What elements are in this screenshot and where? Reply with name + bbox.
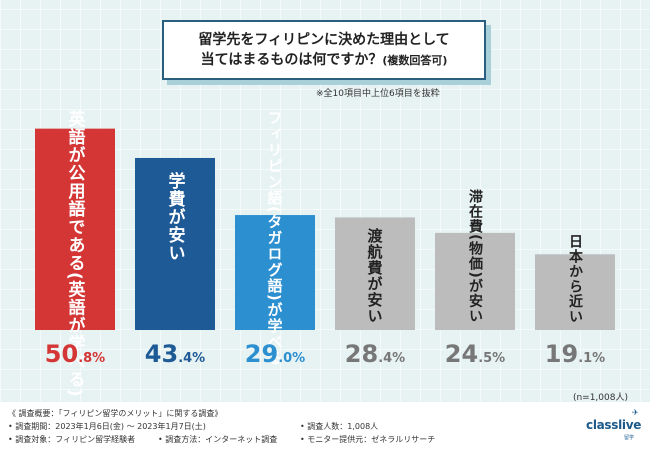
value-decimal: .4% [178,351,206,366]
bar-label-1: 英語が公用語である(英語が学べる) [64,110,85,398]
logo-text: classlive [586,418,642,432]
value-integer: 28 [344,340,379,368]
value-label-3: 29.0% [230,340,320,368]
question-title-box: 留学先をフィリピンに決めた理由として 当てはまるものは何ですか？(複数回答可) [162,20,486,80]
value-integer: 19 [544,340,579,368]
value-decimal: .1% [578,351,606,366]
title-line-1: 留学先をフィリピンに決めた理由として [198,31,450,48]
footer-period: • 調査期間：2023年1月6日(金) ～ 2023年1月7日(土) [8,422,206,431]
value-integer: 29 [244,340,279,368]
value-label-2: 43.4% [130,340,220,368]
brand-logo: ✈ classlive 留学 [586,408,642,441]
bar-5 [435,232,515,330]
survey-footer: 《 調査概要：「フィリピン留学のメリット」に関する調査》 • 調査期間：2023… [0,402,650,450]
title-suffix: (複数回答可) [382,53,448,67]
bar-label-4: 渡航費が安い [365,228,384,324]
airplane-icon: ✈ [632,408,639,417]
subset-note: ※全10項目中上位6項目を抜粋 [316,89,440,99]
footer-provider: • モニター提供元：ゼネラルリサーチ [300,435,436,444]
value-label-6: 19.1% [530,340,620,368]
value-decimal: .0% [278,351,306,366]
sample-size: (n=1,008人) [572,393,628,403]
value-label-5: 24.5% [430,340,520,368]
footer-method: • 調査方法：インターネット調査 [158,435,278,444]
value-integer: 43 [144,340,179,368]
title-line-2: 当てはまるものは何ですか？(複数回答可) [201,50,448,71]
value-label-1: 50.8% [30,340,120,368]
value-decimal: .5% [478,351,506,366]
value-integer: 24 [444,340,479,368]
bar-1 [35,128,115,330]
bar-label-3: フィリピン語(タガログ語)が学べる [265,110,284,366]
value-label-4: 28.4% [330,340,420,368]
footer-count: • 調査人数：1,008人 [300,422,379,431]
bar-6 [535,254,615,330]
title-line-2-main: 当てはまるものは何ですか？ [200,51,383,68]
bar-2 [135,157,215,330]
bar-label-5: 滞在費(物価)が安い [467,189,483,324]
logo-subtext: 留学 [624,435,635,441]
bar-label-2: 学費が安い [164,171,185,262]
value-decimal: .4% [378,351,406,366]
value-integer: 50 [44,340,79,368]
bar-label-6: 日本から近い [567,234,583,324]
value-decimal: .8% [78,351,106,366]
bar-4 [335,217,415,330]
footer-overview: 《 調査概要：「フィリピン留学のメリット」に関する調査》 [8,409,223,418]
footer-target: • 調査対象：フィリピン留学経験者 [8,435,136,444]
bar-3 [235,215,315,330]
